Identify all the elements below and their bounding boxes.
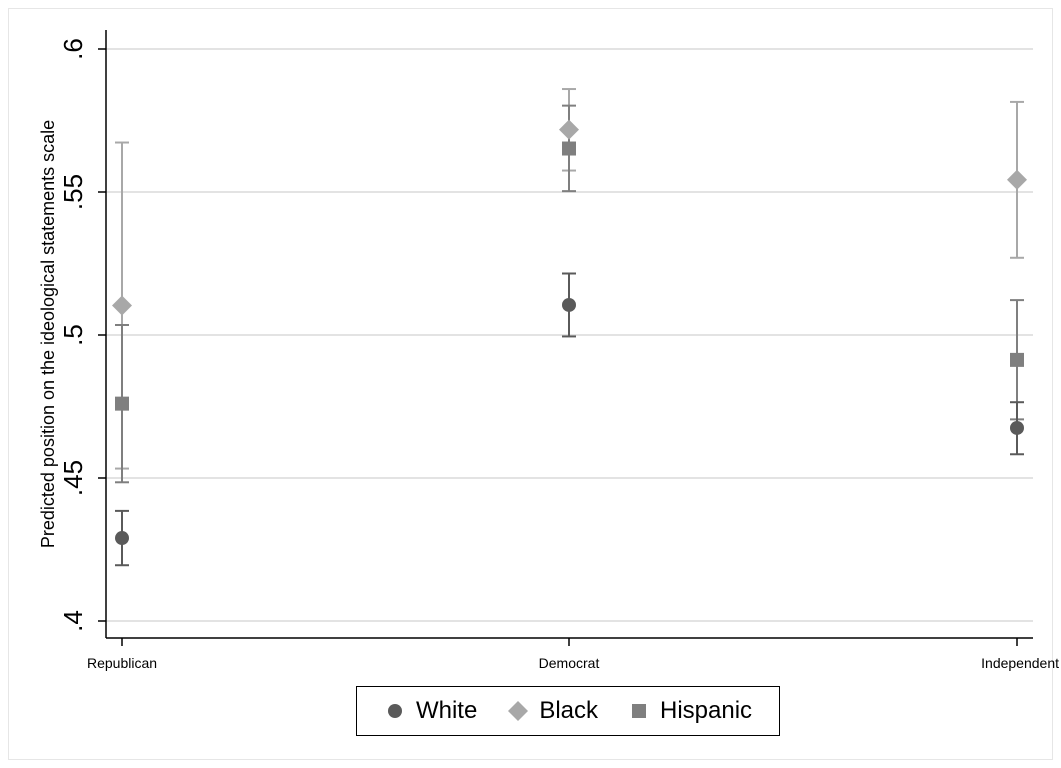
white-point (562, 297, 576, 312)
y-tick-label: .45 (58, 460, 88, 496)
y-tick-label: .6 (58, 38, 88, 60)
black-point (559, 119, 579, 140)
legend-swatch (387, 704, 402, 718)
hispanic-point (1010, 352, 1024, 367)
legend-item: White (384, 697, 477, 725)
y-tick-label: .55 (58, 174, 88, 210)
legend-label: White (415, 697, 478, 724)
hispanic-point (115, 396, 129, 411)
white-point (1010, 420, 1024, 435)
x-tick-label: Democrat (539, 655, 600, 671)
legend: White Black Hispanic (356, 686, 780, 736)
x-tick-label: Republican (87, 655, 157, 671)
legend-item: Black (507, 697, 598, 725)
white-point (115, 531, 129, 546)
y-tick-label: .5 (58, 324, 88, 346)
legend-label: Hispanic (660, 697, 753, 724)
diamond-marker-icon (508, 701, 529, 721)
chart-frame (8, 8, 1053, 760)
legend-swatch (632, 704, 646, 718)
black-point (112, 295, 132, 316)
grid-lines (106, 48, 1033, 622)
circle-marker-icon (387, 704, 402, 718)
y-tick-label: .4 (58, 610, 88, 632)
y-axis-title: Predicted position on the ideological st… (38, 120, 58, 548)
square-marker-icon (632, 704, 646, 718)
axes: .4 .45 .5 .55 .6 Republican Democrat Independen… (58, 30, 1059, 671)
hispanic-point (562, 141, 576, 156)
legend-label: Black (539, 697, 598, 724)
legend-swatch (508, 701, 529, 721)
black-point (1007, 169, 1027, 190)
legend-item: Hispanic (628, 697, 752, 725)
data-marks (112, 88, 1027, 567)
x-tick-label: Independent (981, 655, 1059, 671)
